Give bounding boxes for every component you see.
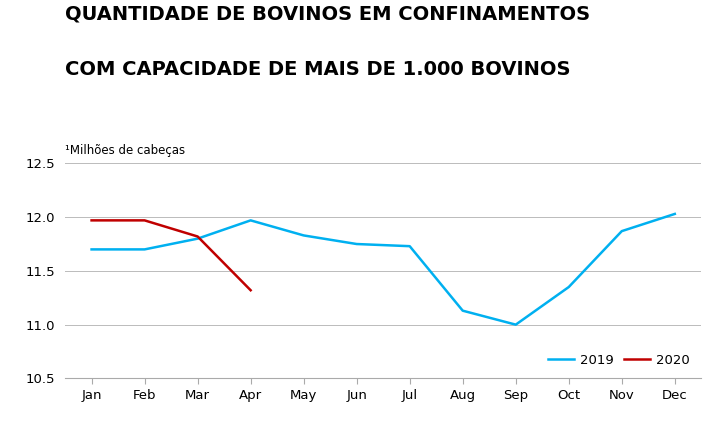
2019 (617, 229, 626, 234)
2019 (87, 247, 96, 252)
2019 (247, 218, 255, 223)
Text: COM CAPACIDADE DE MAIS DE 1.000 BOVINOS: COM CAPACIDADE DE MAIS DE 1.000 BOVINOS (65, 60, 570, 79)
2020 (87, 218, 96, 223)
2019 (670, 212, 679, 217)
2019 (511, 322, 520, 327)
2019 (299, 233, 308, 238)
2019 (406, 244, 414, 249)
Legend: 2019, 2020: 2019, 2020 (543, 348, 695, 372)
2019 (193, 236, 202, 241)
2020 (247, 288, 255, 293)
2019 (458, 308, 467, 313)
2019 (140, 247, 149, 252)
Line: 2019: 2019 (92, 214, 675, 325)
Text: ¹Milhões de cabeças: ¹Milhões de cabeças (65, 144, 185, 157)
2019 (565, 285, 573, 290)
Text: QUANTIDADE DE BOVINOS EM CONFINAMENTOS: QUANTIDADE DE BOVINOS EM CONFINAMENTOS (65, 4, 590, 23)
2019 (352, 242, 361, 247)
Line: 2020: 2020 (92, 220, 251, 290)
2020 (140, 218, 149, 223)
2020 (193, 234, 202, 239)
